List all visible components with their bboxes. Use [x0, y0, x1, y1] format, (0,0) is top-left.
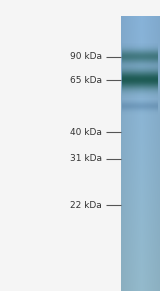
- Text: 22 kDa: 22 kDa: [70, 201, 102, 210]
- Text: 31 kDa: 31 kDa: [70, 154, 102, 163]
- Text: 65 kDa: 65 kDa: [70, 76, 102, 84]
- Text: 40 kDa: 40 kDa: [70, 128, 102, 137]
- Text: 90 kDa: 90 kDa: [70, 52, 102, 61]
